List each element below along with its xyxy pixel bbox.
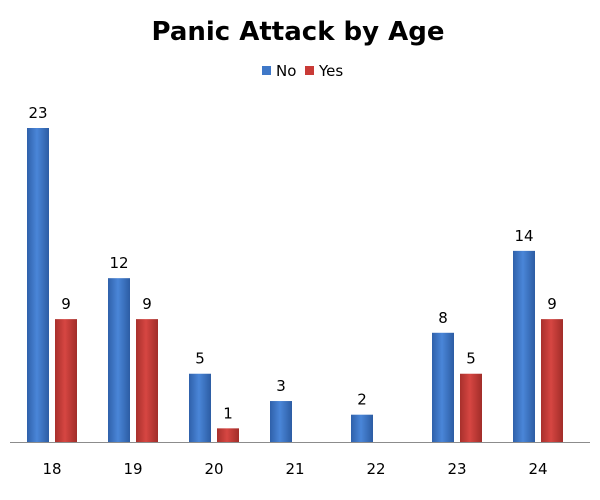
x-tick-label-21: 21 [285,460,304,478]
chart-title: Panic Attack by Age [151,17,444,47]
data-label-no-18: 23 [28,104,47,122]
data-label-no-24: 14 [514,227,533,245]
plot-area: 23 9 12 9 5 1 3 2 8 5 14 9 [27,104,563,442]
data-label-yes-23: 5 [466,350,476,368]
bar-no-18 [27,128,49,442]
data-label-no-19: 12 [109,254,128,272]
bar-yes-20 [217,428,239,442]
legend-swatch-yes [305,66,314,75]
legend: No Yes [262,62,343,80]
bar-no-24 [513,250,535,442]
bar-yes-24 [541,319,563,442]
data-label-no-20: 5 [195,350,205,368]
legend-label-yes: Yes [318,62,343,80]
data-label-yes-20: 1 [223,404,233,422]
legend-label-no: No [276,62,296,80]
data-label-yes-19: 9 [142,295,152,313]
bar-yes-23 [460,373,482,442]
bar-yes-19 [136,319,158,442]
bar-no-22 [351,414,373,442]
data-label-no-22: 2 [357,391,367,409]
x-tick-label-18: 18 [42,460,61,478]
bar-no-21 [270,401,292,442]
x-tick-label-19: 19 [123,460,142,478]
bar-no-20 [189,373,211,442]
x-axis: 18 19 20 21 22 23 24 [10,442,590,478]
data-label-no-23: 8 [438,309,448,327]
bar-no-23 [432,332,454,442]
x-tick-label-20: 20 [204,460,223,478]
legend-swatch-no [262,66,271,75]
bar-no-19 [108,278,130,442]
data-label-yes-24: 9 [547,295,557,313]
x-tick-label-24: 24 [528,460,547,478]
data-label-yes-18: 9 [61,295,71,313]
bar-yes-18 [55,319,77,442]
x-tick-label-23: 23 [447,460,466,478]
x-tick-label-22: 22 [366,460,385,478]
data-label-no-21: 3 [276,377,286,395]
